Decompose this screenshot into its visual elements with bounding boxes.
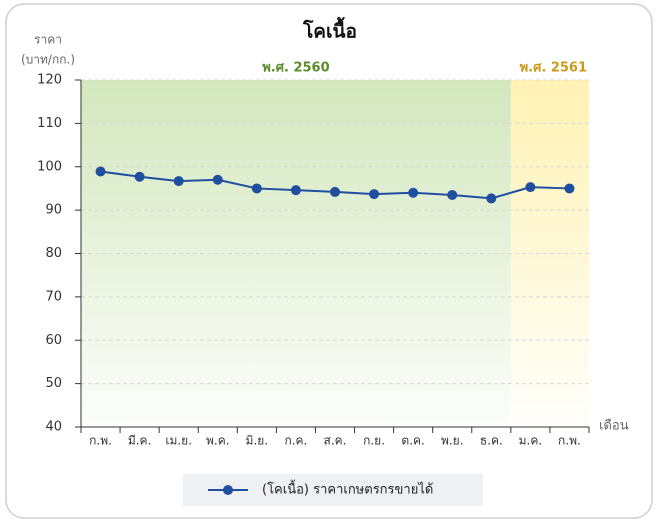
y-label: ราคา [34, 33, 62, 47]
x-tick-label: มิ.ย. [246, 434, 269, 448]
y-tick-label: 90 [45, 203, 62, 218]
x-tick-label: พ.ย. [441, 434, 464, 448]
x-tick-label: ต.ค. [401, 434, 424, 448]
point [447, 189, 458, 200]
point [525, 182, 536, 193]
x-tick-label: ม.ค. [519, 434, 543, 448]
chart-title: โคเนื้อ [302, 17, 357, 43]
y-tick-label: 110 [37, 116, 62, 131]
point [95, 166, 106, 177]
period-label: พ.ศ. 2561 [520, 61, 587, 76]
point [173, 176, 184, 187]
x-tick-label: ธ.ค. [480, 434, 503, 448]
x-label: เดือน [599, 418, 629, 434]
y-tick-label: 50 [45, 376, 62, 391]
y-tick-label: 100 [37, 159, 62, 174]
point [251, 183, 262, 194]
x-tick-label: ก.พ. [558, 434, 581, 448]
point [564, 183, 575, 194]
y-tick-label: 70 [45, 289, 62, 304]
x-tick-label: ก.พ. [89, 434, 112, 448]
point [290, 185, 301, 196]
point [212, 174, 223, 185]
y-tick-label: 40 [45, 420, 62, 435]
legend-marker [223, 485, 233, 495]
point [408, 187, 419, 198]
y-tick-label: 80 [45, 246, 62, 261]
y-tick-label: 120 [37, 73, 62, 88]
point [369, 189, 380, 200]
x-tick-label: พ.ค. [206, 434, 230, 448]
legend-label: (โคเนื้อ) ราคาเกษตรกรขายได้ [262, 480, 433, 498]
point [134, 171, 145, 182]
y-label: (บาท/กก.) [21, 53, 75, 67]
x-tick-label: เม.ย. [165, 434, 192, 448]
point [486, 193, 497, 204]
x-tick-label: ก.ค. [284, 434, 307, 448]
x-tick-label: ส.ค. [324, 434, 347, 448]
x-tick-label: มี.ค. [128, 434, 152, 448]
point [330, 186, 340, 197]
y-tick-label: 60 [45, 333, 62, 348]
period-label: พ.ศ. 2560 [262, 61, 329, 76]
x-tick-label: ก.ย. [363, 434, 385, 448]
